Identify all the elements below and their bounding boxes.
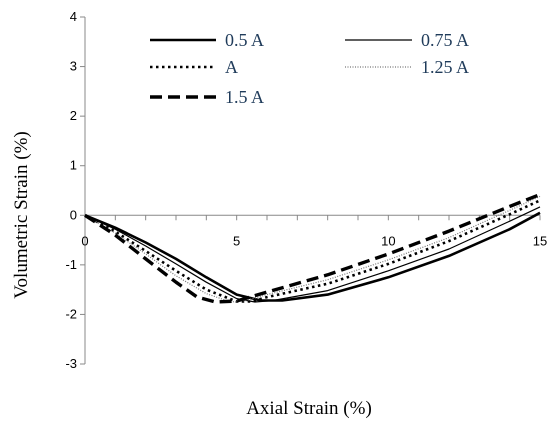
legend-label-5: 1.5 A	[225, 87, 264, 107]
legend-label-4: 1.25 A	[421, 57, 469, 77]
x-tick-label: 0	[81, 233, 88, 248]
y-tick-label: -2	[65, 306, 77, 321]
series-line-5	[84, 192, 541, 304]
x-tick-label: 15	[533, 233, 547, 248]
axes: -3 -2 -1 0 1 2 3 4 0 5 10 15	[65, 9, 547, 371]
x-tick-label: 5	[233, 233, 240, 248]
x-axis-title: Axial Strain (%)	[246, 398, 372, 419]
y-tick-label: -3	[65, 356, 77, 371]
y-tick-label: 3	[70, 59, 77, 74]
x-tick-label: 10	[381, 233, 395, 248]
y-tick-label: 4	[70, 9, 77, 24]
series-line-4	[84, 195, 541, 303]
series-line-2	[84, 206, 541, 303]
y-tick-label: 0	[70, 207, 77, 222]
legend: 0.5 A 0.75 A A 1.25 A 1.5 A	[150, 30, 469, 107]
series-line-1	[84, 211, 541, 302]
series-line-3	[84, 199, 541, 303]
y-tick-label: 2	[70, 108, 77, 123]
y-tick-label: -1	[65, 257, 77, 272]
y-axis-title: Volumetric Strain (%)	[11, 131, 32, 298]
legend-label-2: 0.75 A	[421, 30, 469, 50]
legend-label-1: 0.5 A	[225, 30, 264, 50]
y-tick-label: 1	[70, 158, 77, 173]
series-lines	[84, 192, 541, 304]
legend-label-3: A	[225, 57, 238, 77]
